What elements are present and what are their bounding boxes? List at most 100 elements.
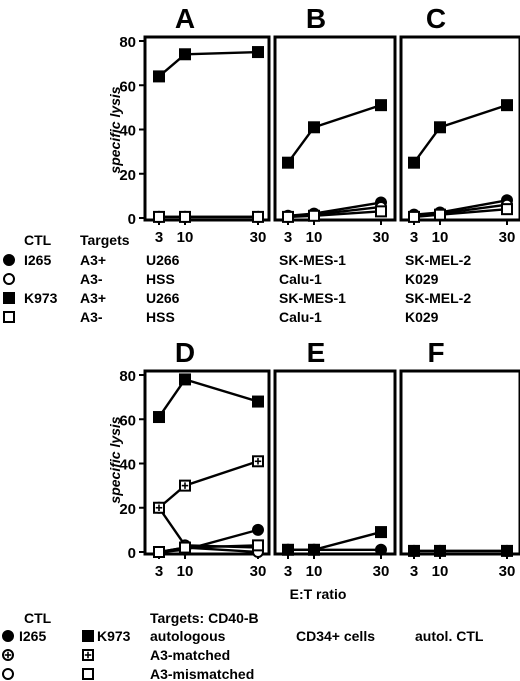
legend-marker: [2, 668, 14, 680]
series-line: [413, 104, 508, 164]
x-tick-label: 10: [177, 563, 194, 580]
chart-panel-c: 3 10 30: [399, 35, 520, 246]
legend-text: K029: [405, 309, 439, 325]
legend-bottom-ctl-header: CTL: [24, 610, 52, 626]
legend-bottom-ctl-i265: I265: [19, 628, 46, 644]
legend-text: Calu-1: [279, 309, 322, 325]
series-line: [287, 104, 382, 164]
plot-frame: [273, 35, 397, 222]
chart-panel-f: 3 10 30: [399, 369, 520, 580]
data-point: [375, 526, 387, 539]
data-point: [308, 543, 320, 556]
panel-letter-b: B: [306, 3, 326, 34]
legend-bottom-label-e: CD34+ cells: [296, 628, 375, 644]
data-point: [179, 479, 191, 492]
data-point: [179, 373, 191, 386]
data-point: [179, 48, 191, 61]
chart-panel-d: 0 20 40 60 80 3 10 30: [119, 368, 271, 580]
legend-text: A3-: [80, 309, 103, 325]
x-tick-label: 30: [499, 563, 516, 580]
x-tick-label: 30: [250, 229, 267, 246]
legend-text: HSS: [146, 309, 175, 325]
legend-marker: [82, 630, 94, 642]
data-point: [375, 205, 387, 218]
x-tick-label: 3: [284, 563, 292, 580]
legend-text: autologous: [150, 628, 226, 644]
data-point: [408, 156, 420, 169]
data-point: [408, 210, 420, 223]
series-line: [288, 530, 382, 551]
data-point: [308, 209, 320, 222]
data-point: [252, 395, 264, 408]
data-point: [375, 543, 387, 556]
data-point: [153, 546, 165, 558]
data-point: [434, 208, 446, 221]
legend-text: Calu-1: [279, 271, 322, 287]
legend-text: A3-matched: [150, 647, 230, 663]
data-point: [179, 541, 191, 554]
legend-text: SK-MEL-2: [405, 252, 471, 268]
panel-letter-d: D: [175, 337, 195, 368]
legend-text: A3+: [80, 252, 106, 268]
data-point: [153, 411, 165, 424]
x-tick-label: 3: [155, 229, 163, 246]
series-line: [158, 50, 259, 78]
data-point: [252, 455, 264, 468]
x-tick-label: 30: [373, 563, 390, 580]
data-point: [252, 210, 264, 223]
x-tick-label: 3: [410, 563, 418, 580]
legend-bottom-ctl-k973: K973: [97, 628, 131, 644]
legend-text: HSS: [146, 271, 175, 287]
legend-top-ctl-header: CTL: [24, 232, 52, 248]
y-tick-label: 20: [119, 167, 136, 184]
x-tick-label: 3: [155, 563, 163, 580]
data-point: [434, 544, 446, 557]
legend-text: A3-mismatched: [150, 666, 254, 681]
x-tick-label: 10: [177, 229, 194, 246]
data-point: [282, 210, 294, 223]
series-line: [158, 460, 259, 509]
data-point: [179, 210, 191, 223]
y-axis-title-bottom: specific lysis: [107, 416, 123, 503]
legend-marker: [3, 292, 15, 304]
legend-bottom-targets-header: Targets: CD40-B: [150, 610, 259, 626]
y-tick-label: 80: [119, 34, 136, 51]
y-tick-label: 60: [119, 78, 136, 95]
plot-frame: [399, 35, 520, 222]
x-tick-label: 30: [373, 229, 390, 246]
legend-text: A3-: [80, 271, 103, 287]
legend-marker: [3, 311, 15, 323]
y-tick-label: 0: [128, 545, 136, 562]
x-tick-label: 3: [284, 229, 292, 246]
y-tick-label: 20: [119, 501, 136, 518]
legend-text: K029: [405, 271, 439, 287]
data-point: [501, 99, 513, 112]
data-point: [501, 544, 513, 557]
legend-top: CTL Targets I265 A3+ U266 SK-MES-1 SK-MEL-2 A…: [3, 232, 471, 325]
legend-marker: [82, 668, 94, 680]
panel-letter-e: E: [307, 337, 326, 368]
x-tick-label: 10: [306, 229, 323, 246]
legend-marker: [2, 649, 14, 661]
data-point: [153, 210, 165, 223]
data-point: [282, 156, 294, 169]
x-tick-label: 10: [432, 563, 449, 580]
y-tick-label: 0: [128, 211, 136, 228]
chart-panel-b: 3 10 30: [273, 35, 397, 246]
legend-text: U266: [146, 252, 180, 268]
x-tick-label: 30: [250, 563, 267, 580]
legend-top-targets-header: Targets: [80, 232, 130, 248]
legend-text: SK-MEL-2: [405, 290, 471, 306]
legend-text: SK-MES-1: [279, 290, 346, 306]
data-point: [308, 121, 320, 134]
legend-text: K973: [24, 290, 58, 306]
data-point: [282, 543, 294, 556]
x-tick-label: 10: [306, 563, 323, 580]
legend-marker: [3, 254, 15, 266]
plot-frame: [273, 369, 397, 556]
legend-bottom-label-f: autol. CTL: [415, 628, 484, 644]
x-tick-label: 10: [432, 229, 449, 246]
panel-letter-c: C: [426, 3, 446, 34]
legend-marker: [3, 273, 15, 285]
